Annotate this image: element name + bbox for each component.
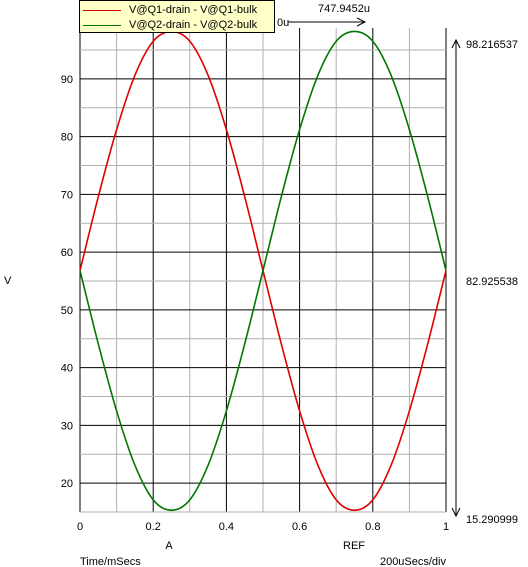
y-tick-labels: 20 30 40 50 60 70 80 90 <box>61 74 73 490</box>
series-line-q2 <box>79 30 447 512</box>
right-cursor-min: 15.290999 <box>466 514 518 526</box>
y-tick-label: 70 <box>61 189 73 201</box>
cursor-delta-clipped: 0u <box>277 17 289 29</box>
x-tick-label: 0.4 <box>219 521 234 533</box>
right-cursor-arrow-up <box>451 38 461 49</box>
y-tick-label: 90 <box>61 74 73 86</box>
y-tick-label: 40 <box>61 363 73 375</box>
legend[interactable]: V@Q1-drain - V@Q1-bulk V@Q2-drain - V@Q2… <box>79 0 275 33</box>
right-cursor-arrow-down <box>451 507 461 518</box>
x-scale-label: 200uSecs/div <box>380 556 447 567</box>
y-tick-label: 60 <box>61 247 73 259</box>
y-tick-label: 30 <box>61 420 73 432</box>
x-axis-label: Time/mSecs <box>80 556 141 567</box>
legend-swatch-q2 <box>83 25 121 26</box>
x-tick-label: 0.6 <box>292 521 307 533</box>
legend-label-q2: V@Q2-drain - V@Q2-bulk <box>129 19 258 31</box>
cursor-delta-value: 747.9452u <box>318 3 370 15</box>
x-tick-label: 0.8 <box>365 521 380 533</box>
legend-label-q1: V@Q1-drain - V@Q1-bulk <box>129 4 258 16</box>
legend-swatch-q1 <box>83 10 121 11</box>
series-layer <box>79 30 447 512</box>
right-cursor-mid: 82.925538 <box>466 276 518 288</box>
cursor-a-label[interactable]: A <box>165 540 173 552</box>
y-axis-label: V <box>4 275 12 287</box>
x-tick-label: 0 <box>77 521 83 533</box>
y-tick-label: 80 <box>61 132 73 144</box>
y-tick-label: 50 <box>61 305 73 317</box>
right-cursor-max: 98.216537 <box>466 39 518 51</box>
cursor-ref-label[interactable]: REF <box>343 540 365 552</box>
cursor-delta-arrowhead <box>356 17 367 27</box>
x-tick-label: 0.2 <box>146 521 161 533</box>
grid <box>79 28 447 513</box>
x-tick-label: 1 <box>443 521 449 533</box>
x-tick-labels: 0 0.2 0.4 0.6 0.8 1 <box>77 521 449 533</box>
y-tick-label: 20 <box>61 478 73 490</box>
